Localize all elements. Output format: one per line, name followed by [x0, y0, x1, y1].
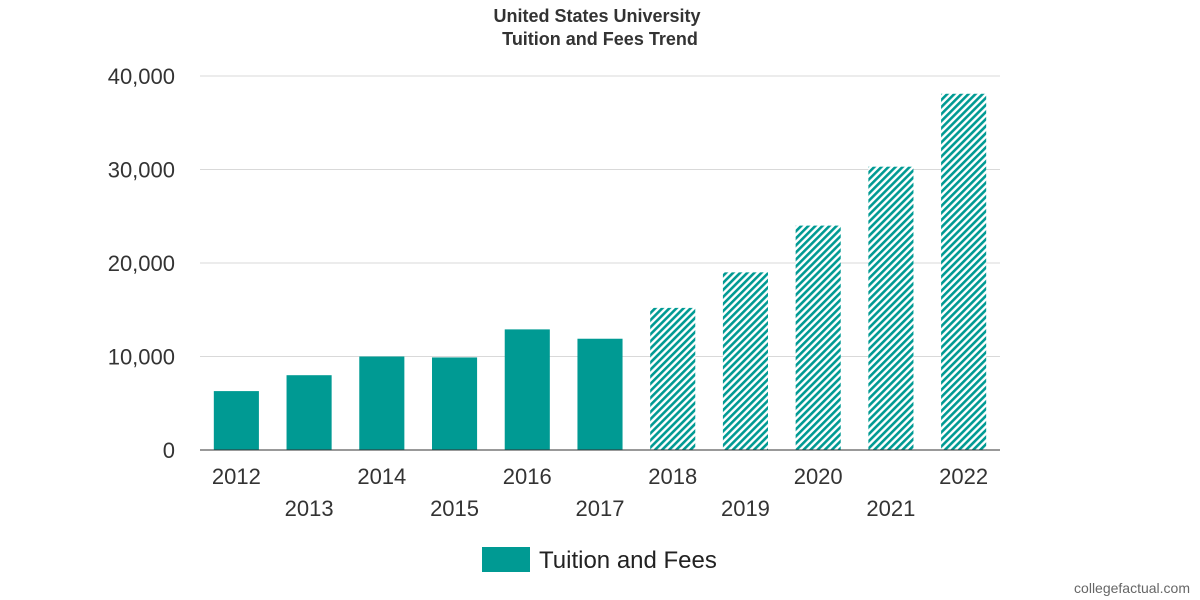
x-axis-tick-labels: 2012 2013 2014 2015 2016 2017 2018 2019 2020 2021…: [212, 464, 988, 521]
x-tick-label: 2013: [285, 496, 334, 521]
y-tick-label: 20,000: [108, 251, 175, 276]
legend-label: Tuition and Fees: [539, 547, 717, 574]
x-tick-label: 2014: [357, 464, 406, 489]
x-tick-label: 2019: [721, 496, 770, 521]
y-tick-label: 40,000: [108, 64, 175, 89]
bars: [213, 93, 987, 450]
bar: [577, 338, 623, 450]
bar-projected: [795, 225, 841, 450]
bar-projected: [868, 166, 914, 450]
x-tick-label: 2021: [866, 496, 915, 521]
x-tick-label: 2016: [503, 464, 552, 489]
legend-swatch: [482, 547, 530, 572]
y-tick-label: 0: [163, 438, 175, 463]
bar-projected: [650, 307, 696, 450]
y-tick-label: 10,000: [108, 345, 175, 370]
bar: [359, 356, 405, 450]
bar: [432, 357, 478, 450]
bar-projected: [941, 93, 987, 450]
bar-projected: [722, 272, 768, 450]
x-tick-label: 2020: [794, 464, 843, 489]
x-tick-label: 2022: [939, 464, 988, 489]
legend: Tuition and Fees: [482, 547, 717, 574]
y-tick-label: 30,000: [108, 158, 175, 183]
chart-title: United States University: [493, 6, 700, 26]
bar: [213, 391, 259, 450]
x-tick-label: 2012: [212, 464, 261, 489]
x-tick-label: 2018: [648, 464, 697, 489]
bar: [504, 329, 550, 450]
x-tick-label: 2017: [576, 496, 625, 521]
y-axis-tick-labels: 0 10,000 20,000 30,000 40,000: [108, 64, 175, 463]
chart-subtitle: Tuition and Fees Trend: [502, 29, 698, 49]
bar: [286, 375, 332, 450]
x-tick-label: 2015: [430, 496, 479, 521]
credit-text: collegefactual.com: [1074, 580, 1190, 596]
